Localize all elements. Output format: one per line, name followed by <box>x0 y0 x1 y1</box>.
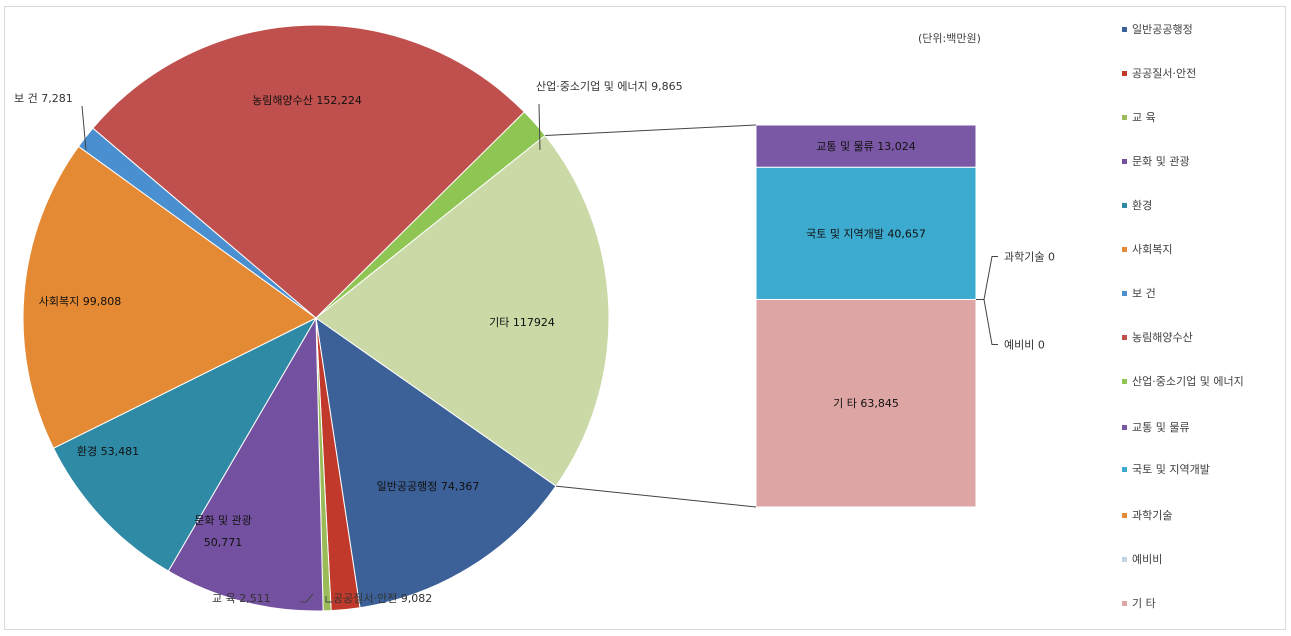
legend-label: 일반공공행정 <box>1132 23 1193 36</box>
slice-label: 공공질서·안전 9,082 <box>333 592 432 605</box>
slice-label: 사회복지 99,808 <box>39 295 121 308</box>
legend-marker <box>1122 467 1127 472</box>
legend-item: 교통 및 물류 <box>1122 420 1282 435</box>
legend-marker <box>1122 557 1127 562</box>
legend-marker <box>1122 379 1127 384</box>
connector-line <box>555 485 757 508</box>
pie-slice <box>92 24 526 319</box>
legend-item: 예비비 <box>1122 552 1282 567</box>
legend-marker <box>1122 27 1127 32</box>
bar-segment <box>755 298 977 508</box>
slice-label: 기타 117924 <box>489 316 555 329</box>
legend-item: 사회복지 <box>1122 242 1282 257</box>
leader-line <box>538 103 541 151</box>
bar-segment-label: 국토 및 지역개발 40,657 <box>806 227 926 240</box>
zero-segment-label: 예비비 0 <box>1004 338 1045 351</box>
leader-line <box>976 255 998 300</box>
slice-label: 보 건 7,281 <box>14 92 73 105</box>
legend-item: 교 육 <box>1122 110 1282 125</box>
legend-item: 과학기술 <box>1122 508 1282 523</box>
leader-line <box>325 596 333 603</box>
legend-item: 문화 및 관광 <box>1122 154 1282 169</box>
unit-label: (단위:백만원) <box>918 32 981 45</box>
legend-marker <box>1122 247 1127 252</box>
leader-line <box>976 298 998 345</box>
legend-label: 예비비 <box>1132 553 1163 566</box>
legend-label: 환경 <box>1132 199 1153 212</box>
legend-marker <box>1122 513 1127 518</box>
bar-segment-label: 기 타 63,845 <box>833 397 899 410</box>
legend-label: 공공질서·안전 <box>1132 67 1197 80</box>
legend-marker <box>1122 115 1127 120</box>
bar-segment <box>755 166 977 300</box>
legend-item: 산업·중소기업 및 에너지 <box>1122 374 1282 389</box>
slice-label: 일반공공행정 74,367 <box>377 479 480 493</box>
legend-item: 국토 및 지역개발 <box>1122 462 1282 477</box>
legend-marker <box>1122 291 1127 296</box>
legend-marker <box>1122 601 1127 606</box>
legend-item: 공공질서·안전 <box>1122 66 1282 81</box>
legend-label: 교통 및 물류 <box>1132 421 1190 434</box>
legend-label: 사회복지 <box>1132 243 1173 256</box>
slice-label: 산업·중소기업 및 에너지 9,865 <box>536 80 683 93</box>
connector-line <box>545 124 757 136</box>
pie-slice <box>52 316 318 572</box>
legend-label: 과학기술 <box>1132 509 1173 522</box>
leader-line <box>81 105 87 151</box>
slice-label: 환경 53,481 <box>77 445 139 458</box>
legend-marker <box>1122 425 1127 430</box>
legend-label: 산업·중소기업 및 에너지 <box>1132 375 1244 388</box>
legend-item: 일반공공행정 <box>1122 22 1282 37</box>
legend-label: 국토 및 지역개발 <box>1132 463 1210 476</box>
legend-marker <box>1122 159 1127 164</box>
bar-segment-label: 교통 및 물류 13,024 <box>816 140 916 153</box>
slice-label: 문화 및 관광 <box>194 514 252 527</box>
legend-label: 보 건 <box>1132 287 1156 300</box>
zero-segment-label: 과학기술 0 <box>1004 250 1055 263</box>
legend-label: 기 타 <box>1132 597 1156 610</box>
legend-marker <box>1122 203 1127 208</box>
pie-slice <box>315 134 610 487</box>
legend-label: 농림해양수산 <box>1132 331 1193 344</box>
pie-slice <box>315 316 557 609</box>
slice-label: 농림해양수산 152,224 <box>252 93 362 107</box>
legend-label: 교 육 <box>1132 111 1156 124</box>
slice-value: 50,771 <box>204 536 243 549</box>
chart-frame <box>4 6 1286 630</box>
leader-line <box>300 593 314 603</box>
legend-item: 환경 <box>1122 198 1282 213</box>
pie-slice <box>22 145 317 449</box>
pie-slice <box>167 316 324 612</box>
legend-label: 문화 및 관광 <box>1132 155 1190 168</box>
legend-item: 보 건 <box>1122 286 1282 301</box>
slice-label: 교 육 2,511 <box>212 592 271 605</box>
legend-marker <box>1122 335 1127 340</box>
legend-marker <box>1122 71 1127 76</box>
legend-item: 기 타 <box>1122 596 1282 611</box>
legend-item: 농림해양수산 <box>1122 330 1282 345</box>
